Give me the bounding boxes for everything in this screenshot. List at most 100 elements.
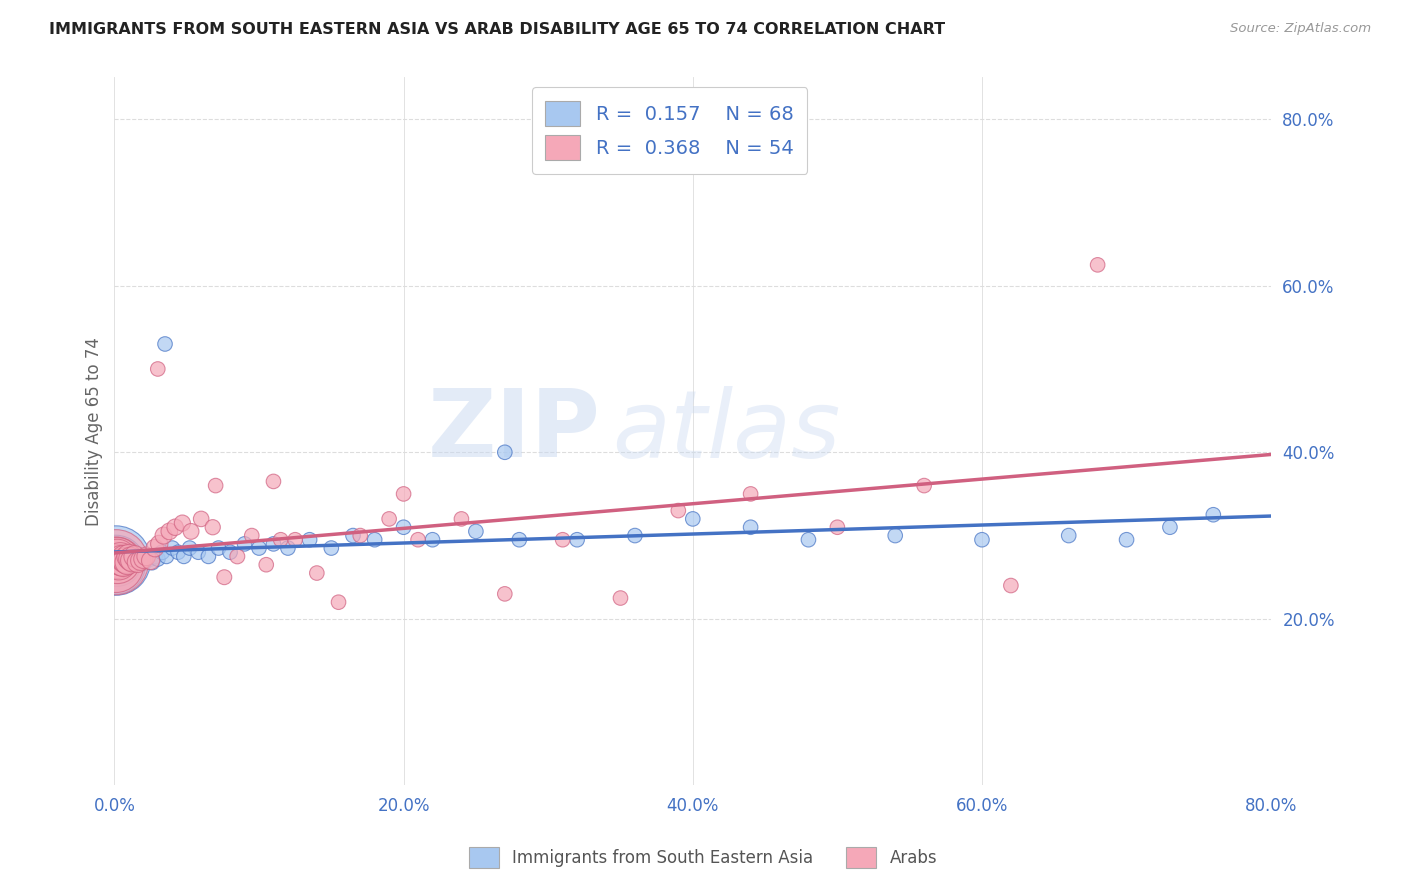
Point (682, 512, 704, 526)
Point (494, 445, 516, 459)
Point (321, 541, 343, 555)
Point (349, 528, 371, 542)
Point (740, 520, 762, 534)
Point (162, 541, 184, 555)
Point (104, 553, 127, 567)
Point (284, 533, 307, 547)
Point (247, 541, 270, 555)
Point (117, 555, 139, 569)
Point (131, 553, 153, 567)
Point (120, 553, 142, 567)
Point (132, 552, 155, 566)
Point (112, 555, 135, 569)
Point (827, 520, 849, 534)
Point (1087, 258, 1109, 272)
Point (120, 552, 142, 566)
Text: Source: ZipAtlas.com: Source: ZipAtlas.com (1230, 22, 1371, 36)
Point (277, 541, 299, 555)
Point (197, 549, 219, 564)
Point (105, 552, 128, 566)
Point (254, 558, 277, 572)
Point (270, 533, 292, 547)
Point (152, 528, 174, 542)
Text: atlas: atlas (612, 386, 839, 477)
Text: IMMIGRANTS FROM SOUTH EASTERN ASIA VS ARAB DISABILITY AGE 65 TO 74 CORRELATION C: IMMIGRANTS FROM SOUTH EASTERN ASIA VS AR… (49, 22, 945, 37)
Point (107, 549, 129, 564)
Point (112, 552, 135, 566)
Point (201, 520, 224, 534)
Point (1000, 578, 1022, 592)
Legend: R =  0.157    N = 68, R =  0.368    N = 54: R = 0.157 N = 68, R = 0.368 N = 54 (531, 87, 807, 174)
Point (115, 552, 138, 566)
Point (111, 553, 134, 567)
Legend: Immigrants from South Eastern Asia, Arabs: Immigrants from South Eastern Asia, Arab… (463, 840, 943, 875)
Point (624, 528, 647, 542)
Point (1202, 508, 1225, 522)
Point (148, 537, 170, 551)
Point (884, 528, 907, 542)
Point (494, 587, 516, 601)
Point (129, 553, 152, 567)
Point (190, 512, 212, 526)
Point (219, 545, 242, 559)
Point (125, 552, 148, 566)
Point (127, 555, 149, 569)
Point (214, 570, 236, 584)
Point (122, 552, 145, 566)
Point (262, 475, 284, 489)
Point (464, 524, 486, 539)
Point (146, 552, 169, 566)
Point (118, 552, 141, 566)
Point (143, 549, 166, 564)
Point (233, 537, 256, 551)
Point (104, 558, 127, 572)
Point (127, 555, 149, 569)
Point (153, 337, 176, 351)
Point (422, 533, 444, 547)
Point (226, 549, 249, 564)
Point (121, 555, 143, 569)
Point (912, 478, 935, 492)
Point (108, 552, 131, 566)
Point (363, 533, 385, 547)
Point (167, 545, 190, 559)
Point (124, 549, 146, 564)
Point (114, 553, 136, 567)
Point (666, 503, 689, 517)
Point (970, 533, 993, 547)
Point (105, 553, 128, 567)
Point (121, 553, 143, 567)
Point (107, 553, 129, 567)
Point (187, 545, 209, 559)
Point (139, 553, 162, 567)
Point (609, 591, 631, 605)
Point (740, 487, 762, 501)
Point (143, 541, 166, 555)
Point (104, 555, 127, 569)
Point (305, 566, 328, 580)
Point (240, 528, 263, 542)
Point (124, 549, 146, 564)
Point (105, 555, 128, 569)
Point (342, 528, 364, 542)
Point (450, 512, 472, 526)
Point (298, 533, 321, 547)
Point (108, 555, 131, 569)
Point (406, 533, 429, 547)
Point (565, 533, 588, 547)
Text: ZIP: ZIP (427, 385, 600, 477)
Point (118, 549, 141, 564)
Point (1057, 528, 1080, 542)
Point (112, 555, 135, 569)
Point (204, 478, 226, 492)
Point (1159, 520, 1181, 534)
Point (135, 549, 157, 564)
Point (172, 516, 194, 530)
Point (392, 520, 415, 534)
Point (115, 553, 138, 567)
Point (117, 555, 139, 569)
Point (129, 552, 152, 566)
Point (105, 552, 128, 566)
Point (150, 545, 173, 559)
Point (155, 549, 177, 564)
